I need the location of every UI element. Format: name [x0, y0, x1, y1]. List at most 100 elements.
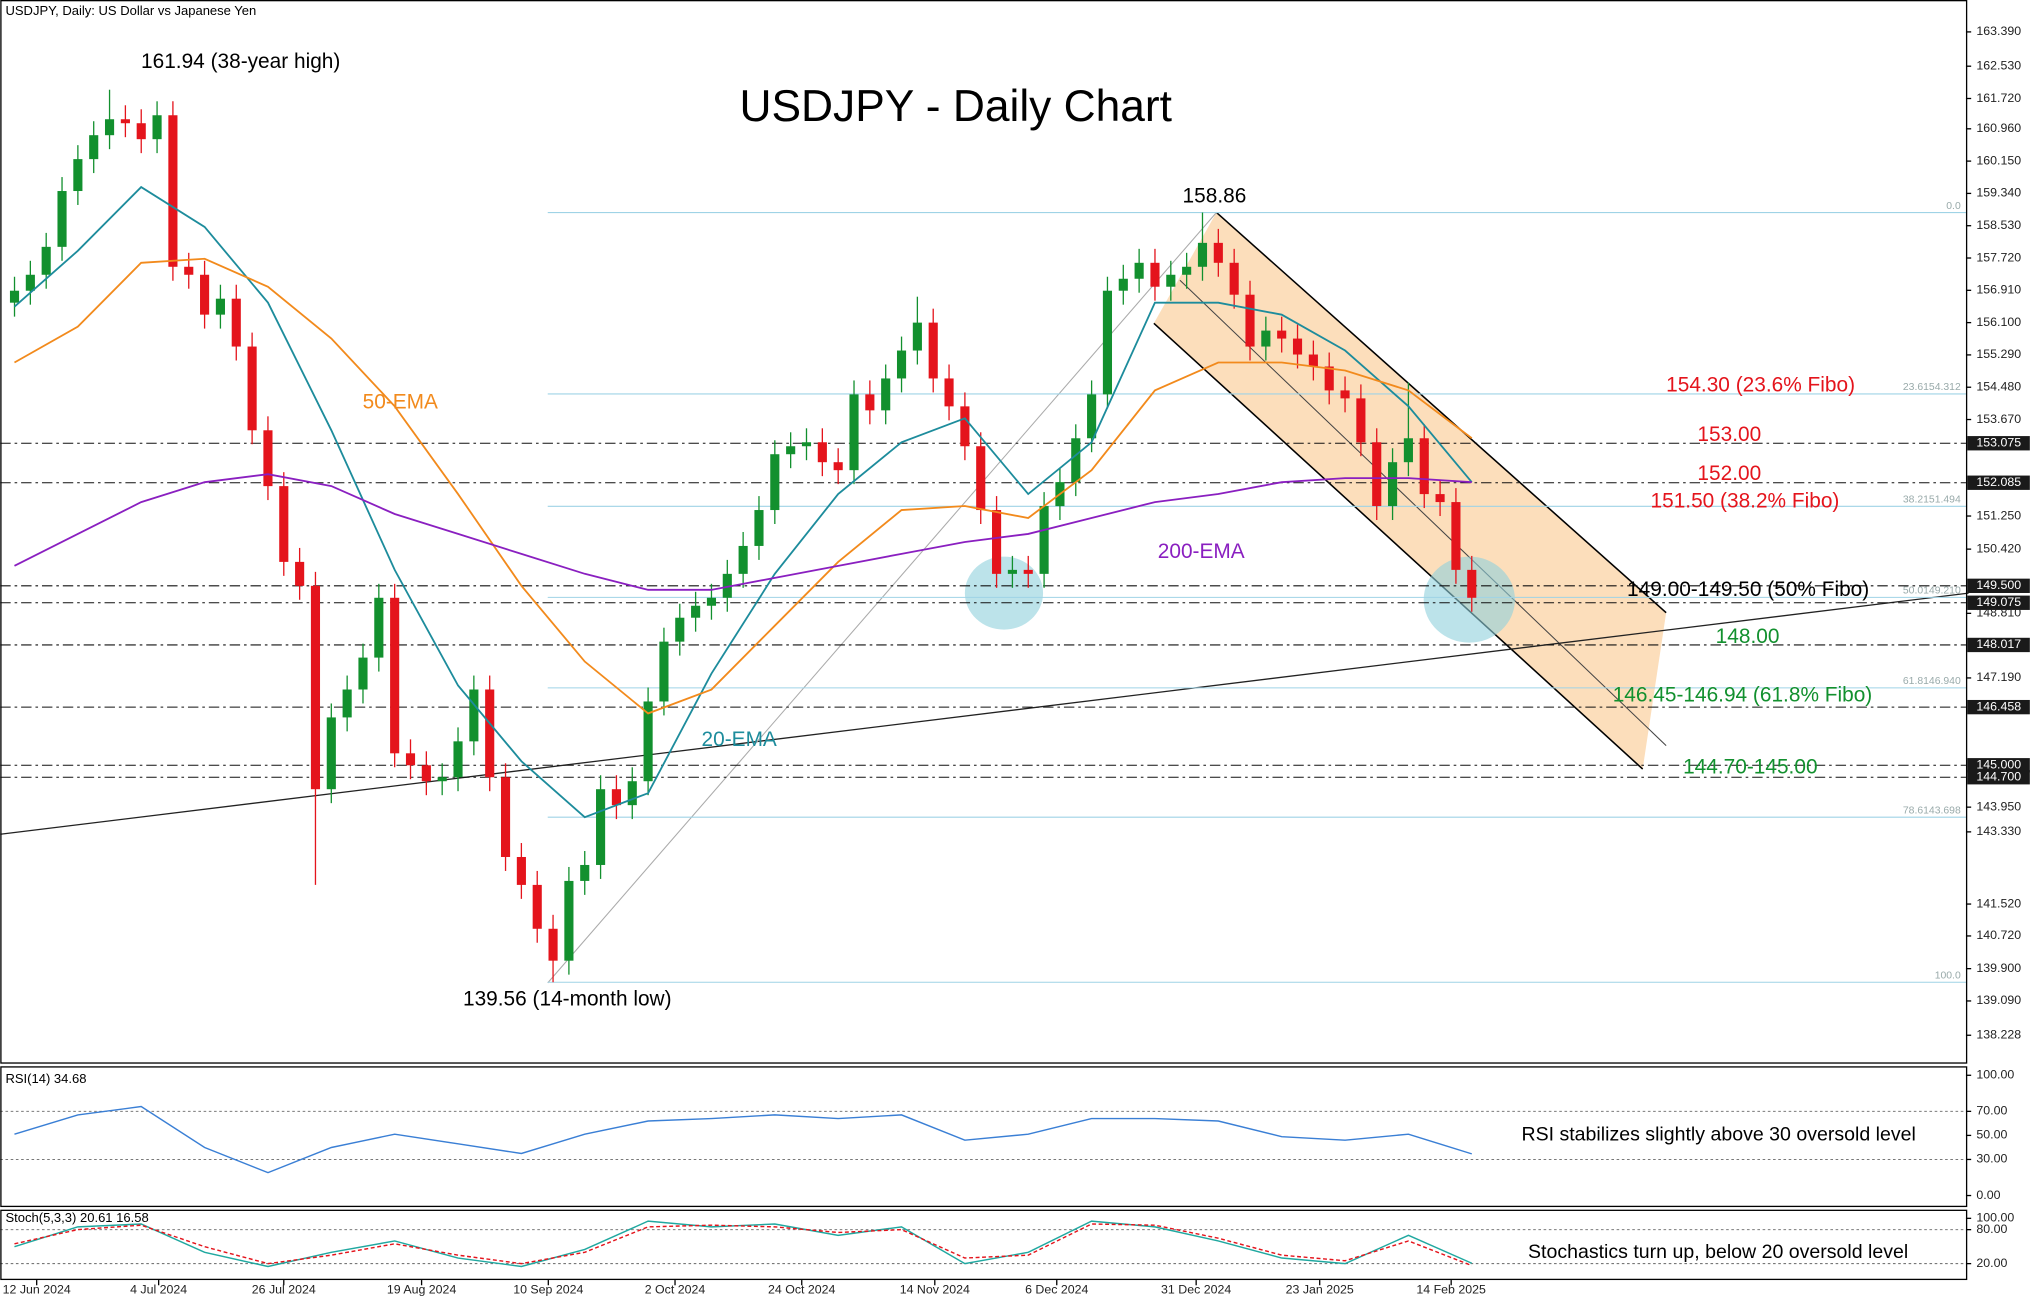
- x-tick-label: 23 Jan 2025: [1286, 1283, 1354, 1297]
- candle-body: [1150, 262, 1160, 287]
- x-tick-label: 6 Dec 2024: [1025, 1283, 1088, 1297]
- x-tick-label: 14 Feb 2025: [1416, 1283, 1486, 1297]
- candle-body: [627, 781, 637, 806]
- candle-body: [1134, 262, 1144, 279]
- level-label: 153.075: [1976, 436, 2021, 450]
- candle-body: [469, 689, 479, 742]
- x-tick-label: 12 Jun 2024: [3, 1283, 71, 1297]
- fibo-label: 50.0149.210: [1903, 586, 1961, 597]
- candle-body: [1261, 330, 1271, 347]
- candle-body: [992, 510, 1002, 574]
- ema-line: [14, 473, 1472, 591]
- candle-body: [1388, 462, 1398, 507]
- rsi-panel-border: [0, 1066, 1968, 1208]
- annotation: 139.56 (14-month low): [463, 987, 672, 1010]
- candle-body: [1039, 506, 1049, 574]
- candle-body: [421, 765, 431, 782]
- candle-body: [405, 753, 416, 766]
- level-label: 149.500: [1976, 578, 2021, 592]
- y-tick-label: 140.720: [1976, 928, 2021, 942]
- candle-body: [1292, 338, 1303, 355]
- y-tick-label: 150.420: [1976, 541, 2021, 555]
- level-label-bg: [1967, 637, 2030, 653]
- x-tick-label: 2 Oct 2024: [645, 1283, 706, 1297]
- candle-body: [390, 597, 400, 754]
- candle-body: [801, 442, 812, 447]
- candle-body: [1229, 262, 1239, 295]
- level-label: 145.000: [1976, 758, 2021, 772]
- candle-body: [738, 545, 748, 574]
- y-tick-label: 163.390: [1976, 24, 2021, 38]
- candle-body: [1340, 390, 1350, 399]
- candle-body: [1007, 569, 1017, 574]
- highlight-circle: [1423, 556, 1515, 643]
- x-tick-label: 24 Oct 2024: [768, 1283, 836, 1297]
- y-tick-label: 20.00: [1976, 1256, 2007, 1270]
- candle-body: [532, 884, 542, 929]
- frame: [0, 0, 1968, 1281]
- candle-body: [849, 394, 859, 471]
- annotation: 149.00-149.50 (50% Fibo): [1627, 578, 1869, 601]
- level-label: 144.700: [1976, 770, 2021, 784]
- y-tick-label: 156.100: [1976, 315, 2021, 329]
- level-label-bg: [1967, 699, 2030, 715]
- candle-body: [1451, 502, 1461, 570]
- candle-body: [9, 290, 20, 303]
- candle-body: [1467, 569, 1477, 598]
- x-tick-label: 19 Aug 2024: [387, 1283, 457, 1297]
- y-tick-label: 70.00: [1976, 1104, 2007, 1118]
- candle-body: [453, 741, 463, 778]
- fibo-label: 100.0: [1935, 970, 1961, 981]
- stoch-panel-border: [0, 1209, 1968, 1281]
- candle-body: [57, 191, 67, 247]
- candle-body: [1324, 366, 1334, 391]
- candle-body: [1372, 442, 1382, 507]
- y-tick-label: 151.250: [1976, 508, 2021, 522]
- fibo-label: 61.8146.940: [1903, 676, 1961, 687]
- y-tick-label: 143.950: [1976, 799, 2021, 813]
- x-tick-label: 31 Dec 2024: [1161, 1283, 1231, 1297]
- level-label-bg: [1967, 758, 2030, 773]
- y-tick-label: 154.480: [1976, 379, 2021, 393]
- annotation: 161.94 (38-year high): [141, 50, 340, 73]
- annotation: 144.70-145.00: [1683, 755, 1817, 778]
- y-tick-label: 155.290: [1976, 347, 2021, 361]
- indicator-line: [14, 1223, 1473, 1267]
- y-tick-label: 100.00: [1976, 1211, 2014, 1225]
- candle-body: [136, 123, 146, 140]
- channel-mid: [1179, 279, 1667, 746]
- candle-body: [1087, 394, 1097, 439]
- candle-body: [643, 701, 653, 782]
- x-tick-label: 4 Jul 2024: [130, 1283, 187, 1297]
- candle-body: [596, 789, 606, 865]
- candle-body: [786, 446, 796, 455]
- y-tick-label: 138.228: [1976, 1028, 2021, 1042]
- candle-body: [184, 266, 194, 275]
- candle-body: [342, 689, 352, 718]
- y-tick-label: 30.00: [1976, 1152, 2007, 1166]
- candle-body: [1419, 438, 1429, 495]
- y-tick-label: 153.670: [1976, 412, 2021, 426]
- candle-body: [944, 378, 954, 407]
- candle-body: [485, 689, 495, 778]
- y-tick-label: 80.00: [1976, 1222, 2007, 1236]
- candle-body: [1308, 354, 1318, 367]
- y-tick-label: 141.520: [1976, 896, 2021, 910]
- candle-body: [580, 864, 590, 881]
- candle-body: [1071, 438, 1081, 483]
- candle-body: [865, 394, 875, 411]
- level-label-bg: [1967, 770, 2030, 785]
- candle-body: [1182, 266, 1192, 275]
- annotation: 200-EMA: [1158, 540, 1245, 563]
- level-label-bg: [1967, 595, 2030, 610]
- channel-upper: [1215, 211, 1667, 614]
- candle-body: [231, 298, 241, 347]
- candle-body: [1118, 278, 1128, 291]
- candle-body: [41, 246, 51, 275]
- candle-body: [833, 462, 843, 471]
- candle-body: [1356, 398, 1366, 443]
- candle-body: [754, 510, 764, 546]
- candle-body: [1403, 438, 1413, 463]
- candle-body: [706, 597, 717, 606]
